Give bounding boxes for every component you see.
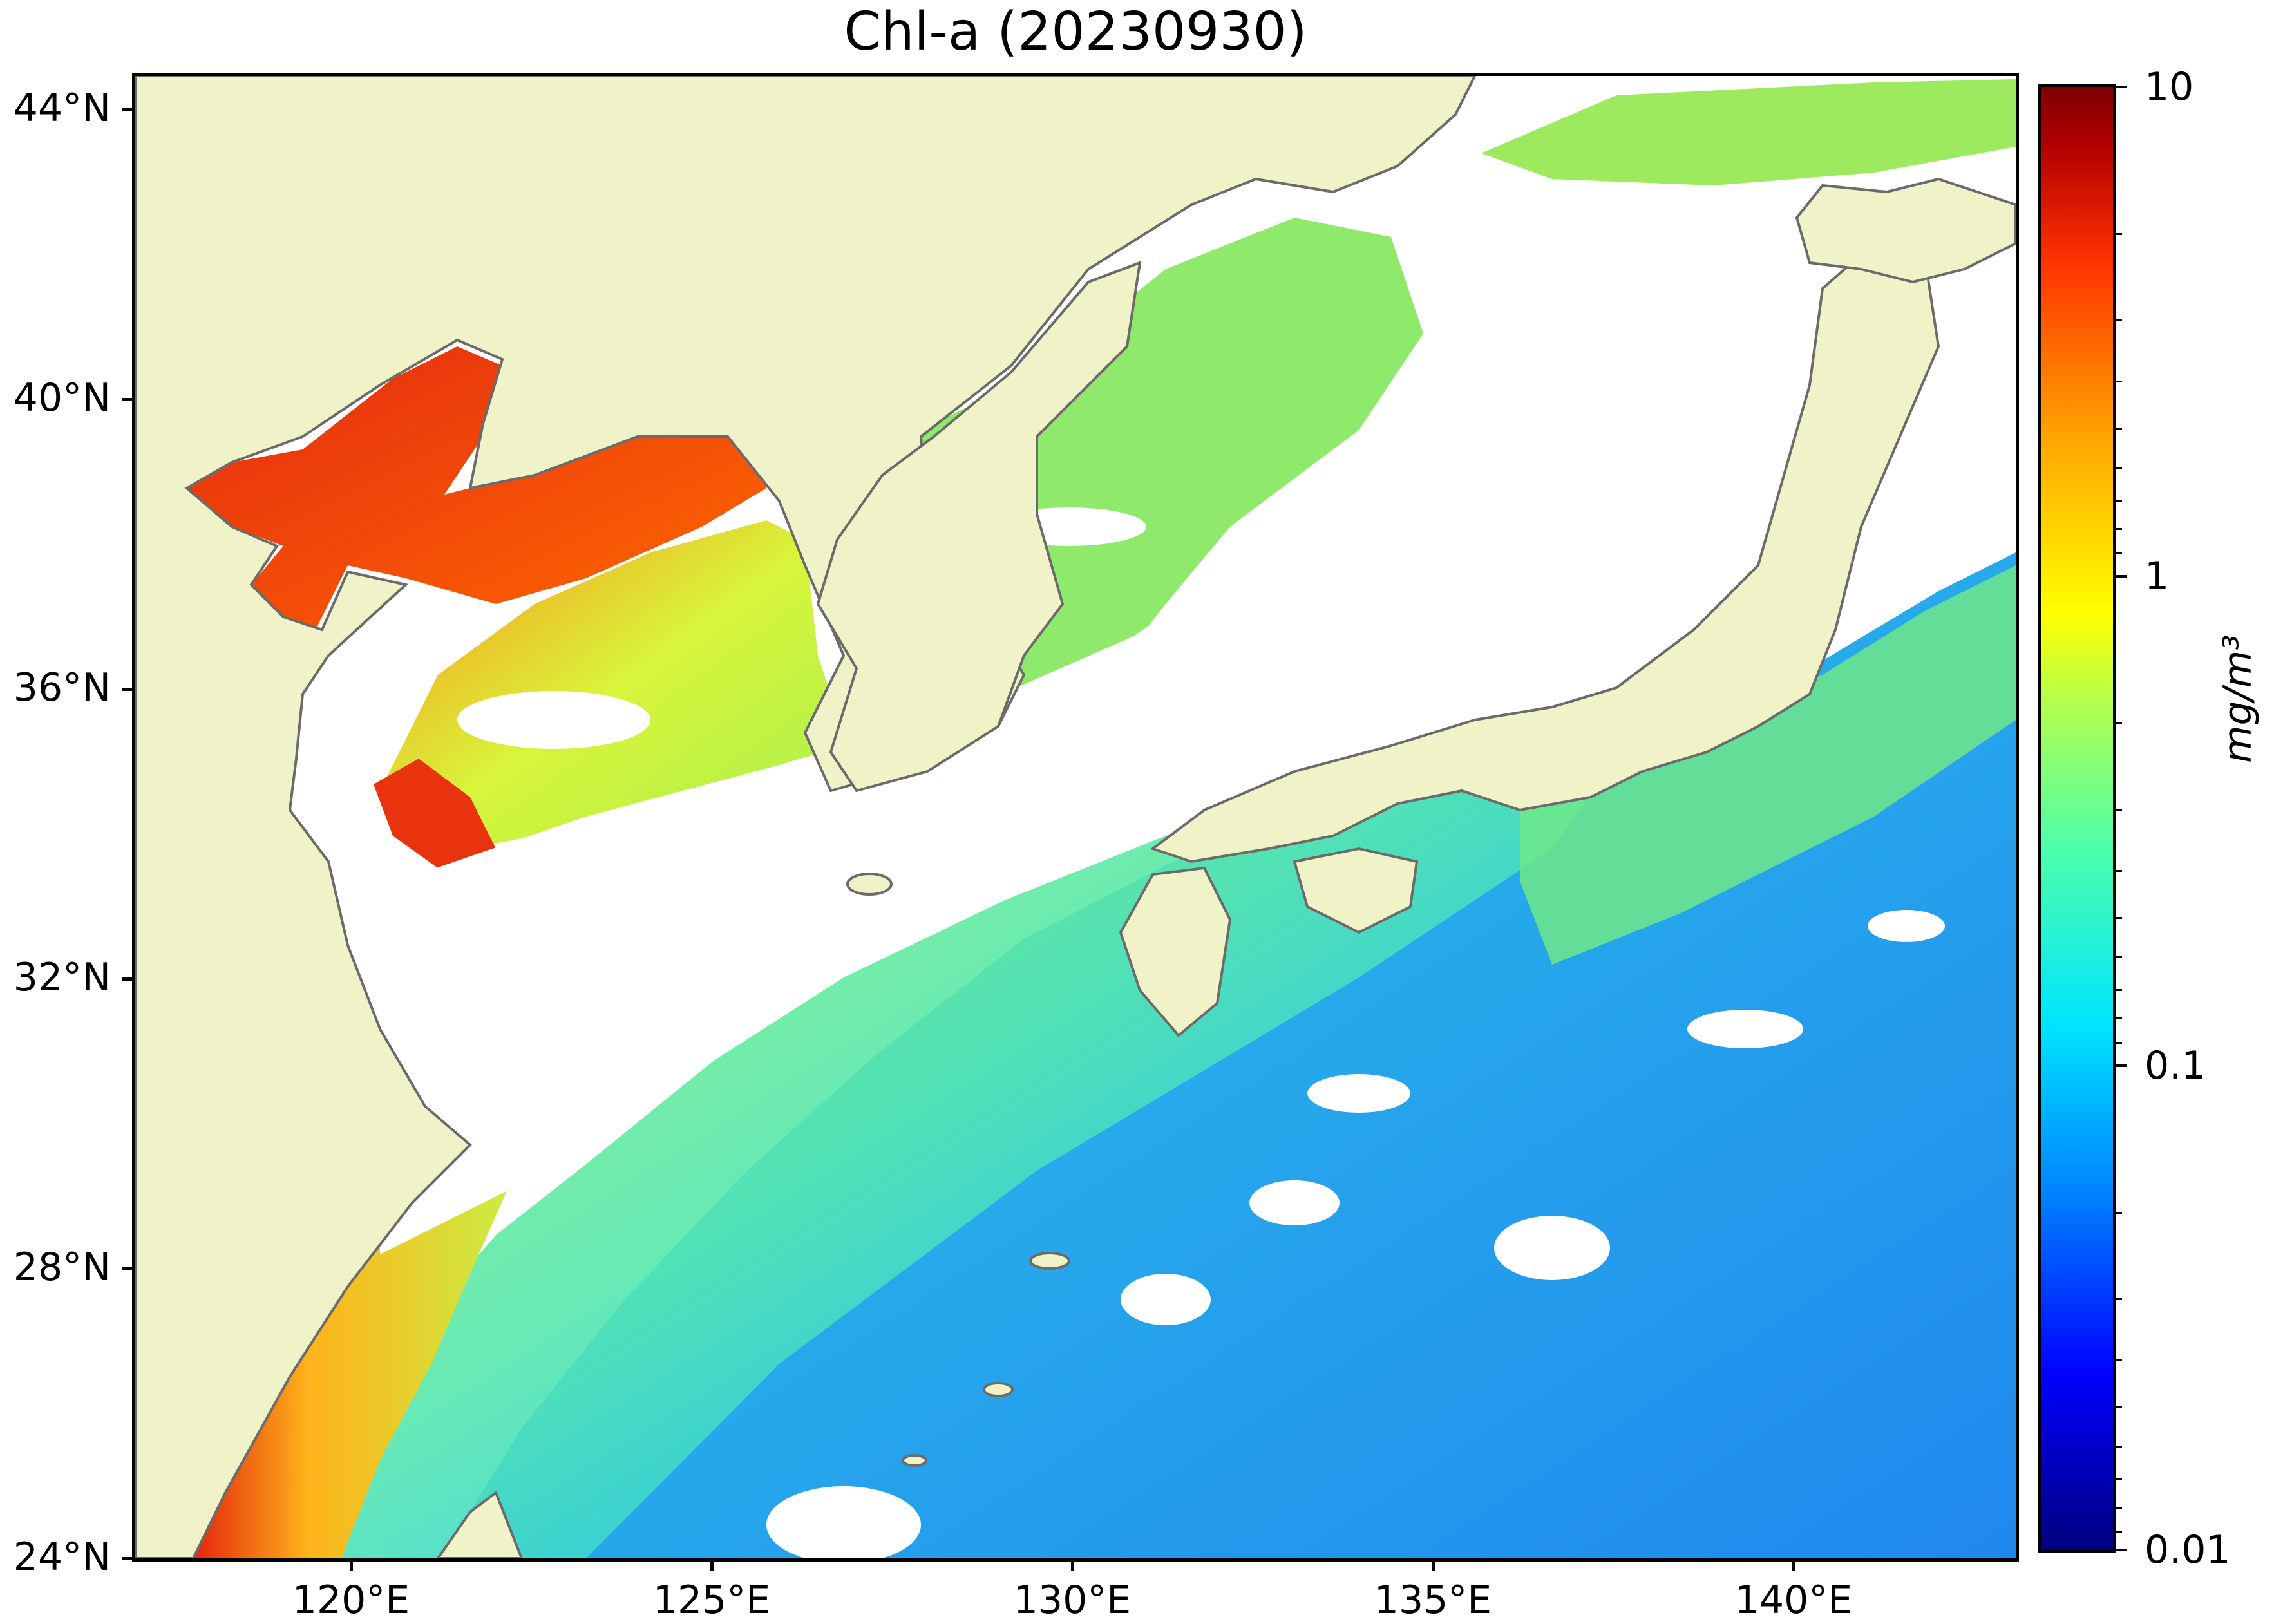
lat-label-44n: 44°N bbox=[13, 86, 111, 131]
colorbar-minor-tick bbox=[2116, 1298, 2122, 1300]
chart-title: Chl-a (20230930) bbox=[844, 1, 1307, 62]
lat-label-24n: 24°N bbox=[13, 1534, 111, 1580]
colorbar-label-1: 1 bbox=[2145, 554, 2170, 599]
colorbar-minor-tick bbox=[2116, 956, 2122, 958]
lon-tick bbox=[1071, 1562, 1074, 1571]
lat-tick bbox=[122, 688, 132, 691]
lon-tick bbox=[710, 1562, 714, 1571]
colorbar-minor-tick bbox=[2116, 1359, 2122, 1361]
lon-label-125e: 125°E bbox=[652, 1578, 771, 1623]
colorbar-minor-tick bbox=[2116, 917, 2122, 919]
lat-label-40n: 40°N bbox=[13, 375, 111, 420]
lon-label-140e: 140°E bbox=[1734, 1578, 1853, 1623]
colorbar-minor-tick bbox=[2116, 233, 2122, 235]
japan-shikoku bbox=[1293, 847, 1419, 934]
colorbar-major-tick bbox=[2116, 1549, 2127, 1551]
east-china-sea-water bbox=[328, 746, 1616, 1558]
colorbar-minor-tick bbox=[2116, 467, 2122, 469]
colorbar-minor-tick bbox=[2116, 870, 2122, 872]
lon-label-135e: 135°E bbox=[1374, 1578, 1492, 1623]
zhejiang-fujian-coast-water bbox=[193, 1145, 522, 1558]
lon-tick bbox=[350, 1562, 353, 1571]
japan-kyushu bbox=[1119, 866, 1232, 1037]
colorbar-minor-tick bbox=[2116, 1042, 2122, 1044]
colorbar-minor-tick bbox=[2116, 989, 2122, 991]
korean-peninsula bbox=[816, 260, 1142, 793]
colorbar-minor-tick bbox=[2116, 722, 2122, 724]
japan-honshu bbox=[1150, 241, 1940, 864]
colorbar-minor-tick bbox=[2116, 1446, 2122, 1448]
lat-label-32n: 32°N bbox=[13, 955, 111, 1000]
lat-label-28n: 28°N bbox=[13, 1245, 111, 1290]
colorbar-label-0-01: 0.01 bbox=[2145, 1527, 2231, 1572]
colorbar-minor-tick bbox=[2116, 1406, 2122, 1408]
colorbar-label-10: 10 bbox=[2145, 64, 2194, 109]
china-mainland bbox=[135, 76, 1477, 1558]
colorbar-major-tick bbox=[2116, 86, 2127, 88]
lon-label-130e: 130°E bbox=[1013, 1578, 1132, 1623]
map-panel bbox=[132, 73, 2019, 1562]
colorbar-minor-tick bbox=[2116, 381, 2122, 382]
land-masses bbox=[135, 76, 2016, 1558]
taiwan bbox=[436, 1490, 524, 1558]
colorbar-minor-tick bbox=[2116, 809, 2122, 811]
colorbar-label-0-1: 0.1 bbox=[2145, 1043, 2206, 1088]
bohai-sea-water bbox=[187, 346, 773, 630]
colorbar-minor-tick bbox=[2116, 1531, 2122, 1533]
colorbar-major-tick bbox=[2116, 1064, 2127, 1067]
colorbar-minor-tick bbox=[2116, 1478, 2122, 1480]
colorbar-minor-tick bbox=[2116, 1212, 2122, 1214]
colorbar-minor-tick bbox=[2116, 1507, 2122, 1509]
lat-tick bbox=[122, 398, 132, 401]
colorbar-minor-tick bbox=[2116, 1017, 2122, 1019]
pacific-nearshore-green bbox=[1520, 565, 2016, 965]
colorbar-major-tick bbox=[2116, 575, 2127, 578]
japan-hokkaido bbox=[1795, 177, 2016, 284]
lon-tick bbox=[1792, 1562, 1795, 1571]
colorbar-unit-label: mg/m³ bbox=[2215, 634, 2260, 763]
colorbar-minor-tick bbox=[2116, 500, 2122, 502]
colorbar-minor-tick bbox=[2116, 428, 2122, 430]
ryukyu-island-3 bbox=[902, 1454, 927, 1467]
colorbar-minor-tick bbox=[2116, 528, 2122, 530]
colorbar bbox=[2038, 84, 2116, 1553]
jeju-island bbox=[846, 873, 893, 896]
lat-label-36n: 36°N bbox=[13, 665, 111, 710]
yellow-sea-water bbox=[386, 520, 844, 849]
jiangsu-coast-water bbox=[374, 759, 496, 881]
lat-tick bbox=[122, 1267, 132, 1270]
ryukyu-island-2 bbox=[983, 1382, 1014, 1397]
lon-label-120e: 120°E bbox=[292, 1578, 410, 1623]
lon-tick bbox=[1432, 1562, 1435, 1571]
chlorophyll-map bbox=[135, 76, 2016, 1558]
lat-tick bbox=[122, 108, 132, 111]
colorbar-minor-tick bbox=[2116, 319, 2122, 321]
japan-sea-northeast-water bbox=[1481, 79, 2016, 185]
colorbar-minor-tick bbox=[2116, 552, 2122, 554]
ryukyu-island-1 bbox=[1029, 1252, 1070, 1270]
lat-tick bbox=[122, 1557, 132, 1560]
lat-tick bbox=[122, 977, 132, 981]
